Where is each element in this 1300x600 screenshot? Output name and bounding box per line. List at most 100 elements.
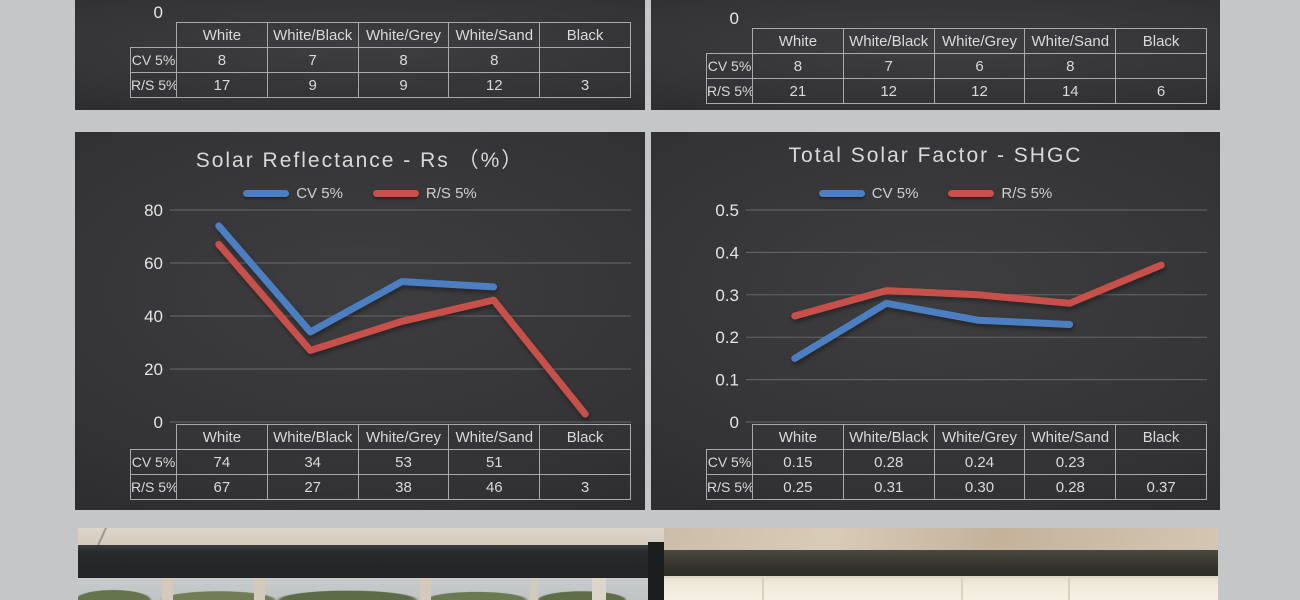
data-table: White White/Black White/Grey White/Sand Blac… <box>130 424 631 500</box>
table-cell: 0.28 <box>1024 474 1117 500</box>
chart-panel-top-left-cutoff: 0 White White/Black White/Grey White/Sand Bl… <box>75 0 645 110</box>
table-cell: 34 <box>266 449 359 475</box>
data-table: White White/Black White/Grey White/Sand Blac… <box>706 424 1207 500</box>
photo-valance-left <box>78 545 664 578</box>
series-line-rs <box>791 261 1165 320</box>
table-cell: 8 <box>448 47 541 73</box>
column-header: White/Grey <box>933 28 1026 54</box>
table-header-row: White White/Black White/Grey White/Sand Blac… <box>131 424 631 450</box>
column-header: White <box>752 424 844 450</box>
photo-shade-top-edge <box>664 576 1218 578</box>
y-tick-label: 0.3 <box>715 286 739 305</box>
column-header: White <box>176 424 268 450</box>
legend-label-rs: R/S 5% <box>425 185 477 202</box>
y-tick-label: 0.1 <box>715 371 739 390</box>
photo-window-mullion <box>254 578 265 600</box>
chart-panel-solar-reflectance: Solar Reflectance - Rs （%） CV 5% R/S 5% … <box>75 132 645 510</box>
photo-shade-seam <box>961 577 963 600</box>
row-header: CV 5% <box>130 47 177 73</box>
photo-window-mullion <box>592 578 606 600</box>
table-cell: 9 <box>357 72 450 98</box>
column-header: White/Sand <box>1024 28 1117 54</box>
table-cell: 27 <box>266 474 359 500</box>
data-table-holder: White White/Black White/Grey White/Sand Blac… <box>130 22 631 98</box>
table-cell: 0.24 <box>933 449 1026 475</box>
table-corner <box>131 23 177 48</box>
table-cell: 8 <box>357 47 450 73</box>
column-header: White/Sand <box>448 22 541 48</box>
table-cell: 0.23 <box>1024 449 1117 475</box>
data-table: White White/Black White/Grey White/Sand Blac… <box>706 28 1207 104</box>
column-header: White/Grey <box>357 424 450 450</box>
table-cell: 46 <box>448 474 541 500</box>
y-tick-label: 0.4 <box>715 243 739 262</box>
table-cell: 6 <box>933 53 1026 79</box>
table-cell: 0.15 <box>752 449 844 475</box>
row-header: CV 5% <box>706 449 753 475</box>
chart-title: Total Solar Factor - SHGC <box>788 144 1083 167</box>
column-header: White/Grey <box>933 424 1026 450</box>
table-row: CV 5% 74 34 53 51 <box>130 449 631 475</box>
table-cell: 0.25 <box>752 474 844 500</box>
table-cell: 0.31 <box>842 474 935 500</box>
photo-window-mullion <box>420 578 431 600</box>
table-cell: 12 <box>933 78 1026 104</box>
y-axis-zero-label: 0 <box>153 3 163 22</box>
legend-swatch-rs <box>372 190 419 197</box>
y-tick-label: 0.5 <box>715 201 739 220</box>
table-cell: 3 <box>539 72 631 98</box>
table-cell: 0.28 <box>842 449 935 475</box>
y-tick-label: 0 <box>154 413 163 432</box>
table-cell: 7 <box>842 53 935 79</box>
table-cell: 21 <box>752 78 844 104</box>
photo-ceiling-left <box>78 528 664 548</box>
photo-window-mullion <box>162 578 173 600</box>
table-row: R/S 5% 0.25 0.31 0.30 0.28 0.37 <box>706 474 1207 500</box>
row-header: CV 5% <box>706 53 753 79</box>
series-line-cv <box>215 222 498 336</box>
table-cell <box>539 449 631 475</box>
chart-legend: CV 5% R/S 5% <box>75 185 645 202</box>
column-header: Black <box>539 424 631 450</box>
series-line-rs <box>215 240 589 418</box>
legend-item-rs: R/S 5% <box>372 185 477 202</box>
column-header: White/Sand <box>1024 424 1117 450</box>
chart-panel-top-right-cutoff: 0 White White/Black White/Grey White/Sand Bl… <box>651 0 1220 110</box>
table-cell <box>1115 449 1207 475</box>
table-cell: 3 <box>539 474 631 500</box>
column-header: White/Black <box>266 22 359 48</box>
column-header: White/Sand <box>448 424 541 450</box>
table-cell: 14 <box>1024 78 1117 104</box>
legend-label-rs: R/S 5% <box>1001 185 1053 202</box>
column-header: White/Grey <box>357 22 450 48</box>
y-tick-label: 20 <box>144 360 163 379</box>
y-tick-label: 0 <box>730 413 739 432</box>
series-line-cv <box>791 299 1074 362</box>
row-header: R/S 5% <box>130 474 177 500</box>
table-cell <box>1115 53 1207 79</box>
y-tick-label: 80 <box>144 201 163 220</box>
data-table: White White/Black White/Grey White/Sand Blac… <box>130 22 631 98</box>
legend-swatch-cv <box>818 190 865 197</box>
column-header: White/Black <box>842 28 935 54</box>
table-row: R/S 5% 21 12 12 14 6 <box>706 78 1207 104</box>
y-tick-label: 60 <box>144 254 163 273</box>
y-axis-zero-label: 0 <box>729 9 739 28</box>
table-cell: 12 <box>448 72 541 98</box>
photo-ceiling-right <box>664 528 1218 554</box>
legend-item-rs: R/S 5% <box>948 185 1052 202</box>
table-cell: 6 <box>1115 78 1207 104</box>
table-cell <box>539 47 631 73</box>
table-cell: 51 <box>448 449 541 475</box>
column-header: Black <box>539 22 631 48</box>
table-cell: 8 <box>752 53 844 79</box>
line-chart-svg: 0.5 0.4 0.3 0.2 0.1 0 <box>715 201 1207 432</box>
column-header: White <box>176 22 268 48</box>
legend-label-cv: CV 5% <box>871 185 919 202</box>
table-cell: 74 <box>176 449 268 475</box>
y-tick-label: 40 <box>144 307 163 326</box>
table-cell: 8 <box>1024 53 1117 79</box>
chart-title: Solar Reflectance - Rs （%） <box>195 149 525 172</box>
column-header: White/Black <box>842 424 935 450</box>
table-row: CV 5% 8 7 6 8 <box>706 53 1207 79</box>
